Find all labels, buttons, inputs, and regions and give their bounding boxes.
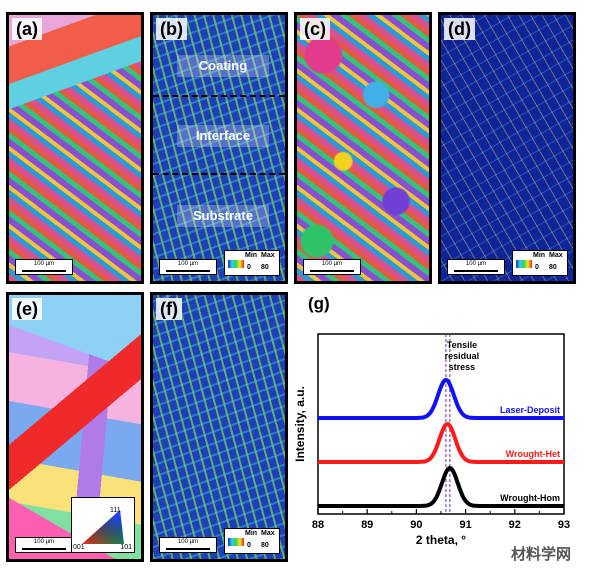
legend-min-label: Min xyxy=(245,252,258,259)
color-scale xyxy=(228,260,244,268)
panel-b: (b) Coating Interface Substrate 100 µm M… xyxy=(150,12,288,284)
legend-max-label: Max xyxy=(549,252,563,259)
watermark: 材料学网 xyxy=(510,546,571,563)
panel-label: (g) xyxy=(308,294,330,313)
scale-bar: 100 µm xyxy=(15,537,73,553)
panel-d: (d) 100 µm Min Max 0 80 xyxy=(438,12,576,284)
x-tick-label: 89 xyxy=(361,519,373,531)
panel-f: (f) 100 µm Min Max 0 80 xyxy=(150,292,288,562)
legend-min-value: 0 xyxy=(535,264,539,271)
scale-bar: 100 µm xyxy=(15,259,73,275)
annotation-text: residual xyxy=(445,351,480,361)
panel-label: (c) xyxy=(300,18,330,40)
color-scale xyxy=(516,260,532,268)
zone-label-substrate: Substrate xyxy=(177,205,269,227)
x-tick-label: 88 xyxy=(312,519,324,531)
ipf-triangle-icon: 111 xyxy=(82,507,124,544)
y-axis-label: Intensity, a.u. xyxy=(293,386,307,462)
kam-legend: Min Max 0 80 xyxy=(512,250,568,276)
panel-label: (e) xyxy=(12,298,42,320)
series-line xyxy=(318,422,564,464)
scale-bar: 100 µm xyxy=(159,259,217,275)
panel-label: (d) xyxy=(444,18,475,40)
x-tick-label: 91 xyxy=(459,519,471,531)
series-label: Laser-Deposit xyxy=(500,405,560,415)
legend-min-label: Min xyxy=(533,252,546,259)
legend-max-value: 80 xyxy=(261,264,269,271)
scale-bar: 100 µm xyxy=(447,259,505,275)
panel-g: (g) 88 89 90 91 92 93 2 theta, ° Intensity, a.u… xyxy=(290,292,590,562)
legend-min-label: Min xyxy=(245,530,258,537)
panel-label: (a) xyxy=(12,18,42,40)
annotation-text: Tensile xyxy=(447,340,477,350)
panel-c: (c) 100 µm xyxy=(294,12,432,284)
kam-legend: Min Max 0 80 xyxy=(224,250,280,276)
x-tick-label: 90 xyxy=(410,519,422,531)
panel-label: (b) xyxy=(156,18,187,40)
legend-max-value: 80 xyxy=(261,542,269,549)
series-label: Wrought-Hom xyxy=(500,493,560,503)
x-axis-label: 2 theta, ° xyxy=(416,533,466,547)
scale-bar: 100 µm xyxy=(159,537,217,553)
series-line xyxy=(318,465,564,508)
x-tick-label: 92 xyxy=(509,519,521,531)
panel-label: (f) xyxy=(156,298,182,320)
ipf-111-label: 111 xyxy=(110,507,121,514)
legend-max-value: 80 xyxy=(549,264,557,271)
zone-label-interface: Interface xyxy=(177,125,269,147)
series-line xyxy=(318,377,564,420)
legend-max-label: Max xyxy=(261,252,275,259)
legend-max-label: Max xyxy=(261,530,275,537)
ipf-101-label: 101 xyxy=(120,544,132,551)
ipf-001-label: 001 xyxy=(73,544,85,551)
zone-divider xyxy=(153,95,285,97)
color-scale xyxy=(228,538,244,546)
zone-label-coating: Coating xyxy=(177,55,269,77)
zone-divider xyxy=(153,173,285,175)
legend-min-value: 0 xyxy=(247,264,251,271)
panel-e: (e) 100 µm 111 001 101 xyxy=(6,292,144,562)
panel-a: (a) 100 µm xyxy=(6,12,144,284)
x-tick-label: 93 xyxy=(558,519,570,531)
kam-legend: Min Max 0 80 xyxy=(224,528,280,554)
ipf-triangle-legend: 111 001 101 xyxy=(71,497,135,553)
scale-bar: 100 µm xyxy=(303,259,361,275)
legend-min-value: 0 xyxy=(247,542,251,549)
series-label: Wrought-Het xyxy=(506,449,560,459)
annotation-text: stress xyxy=(449,362,476,372)
xrd-chart: 88 89 90 91 92 93 2 theta, ° Intensity, a.u. Ten… xyxy=(293,333,570,547)
